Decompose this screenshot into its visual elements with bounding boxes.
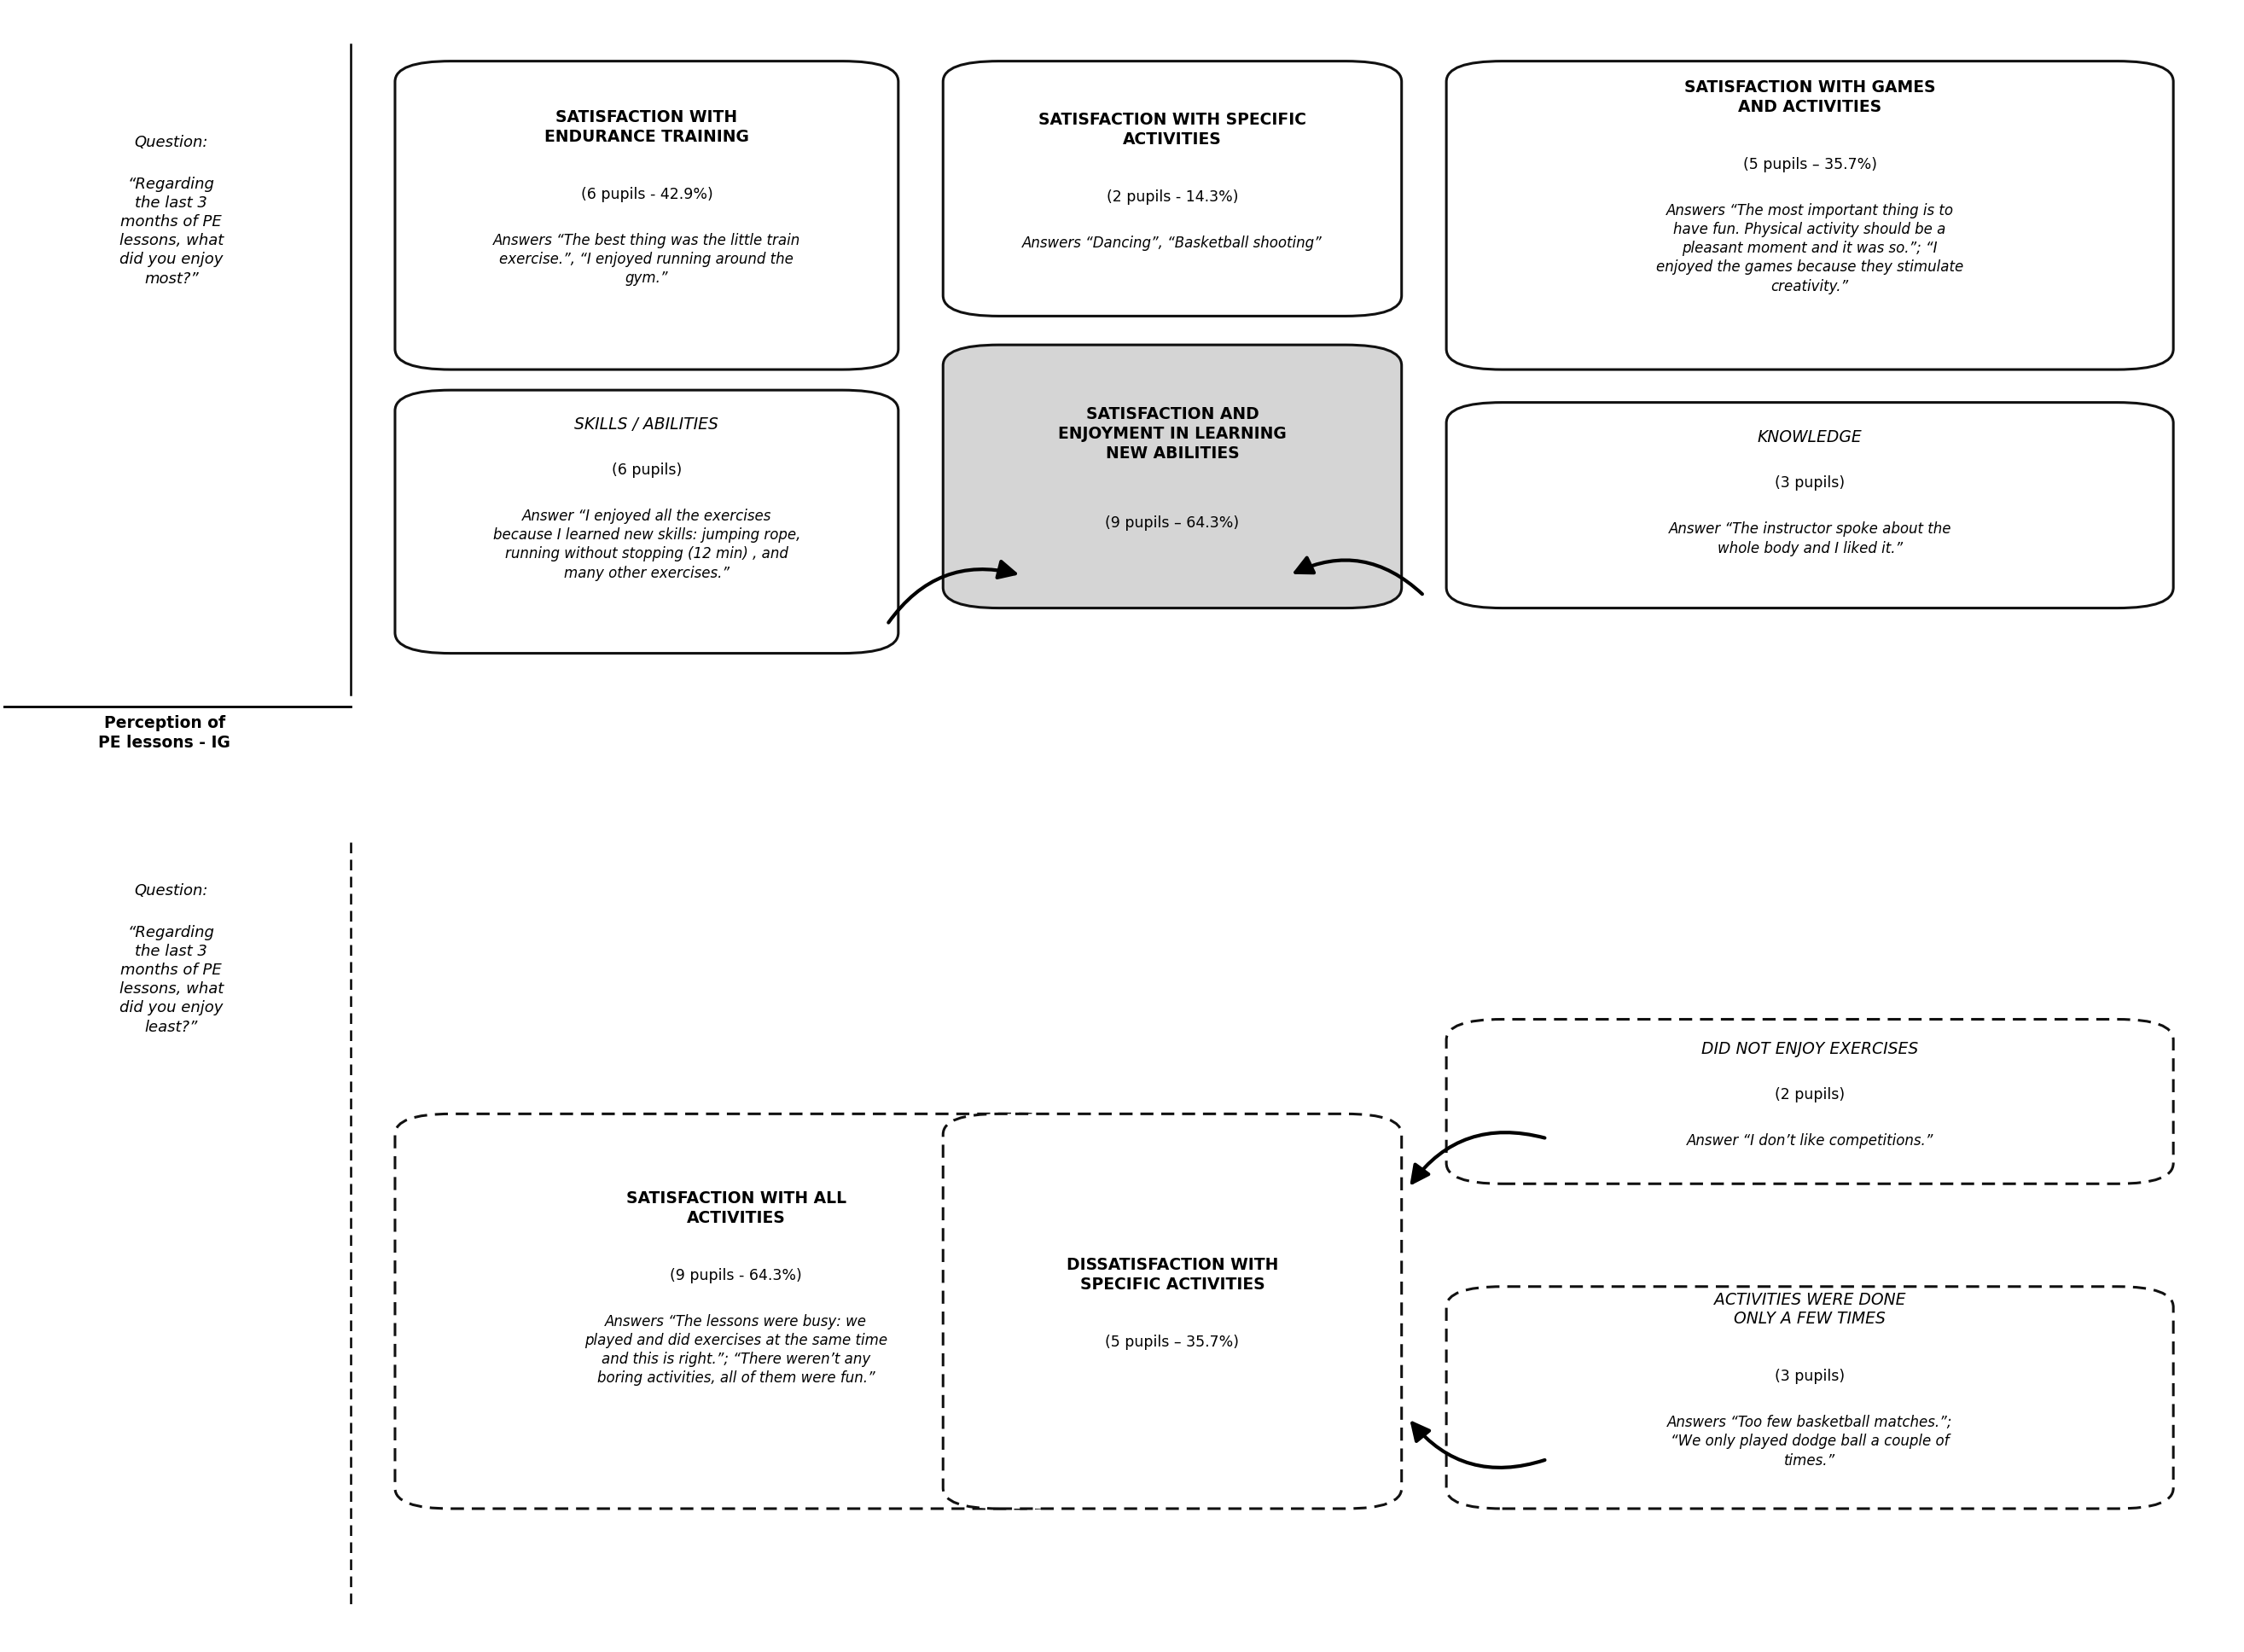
FancyBboxPatch shape [395,1113,1077,1508]
Text: (2 pupils): (2 pupils) [1775,1087,1845,1102]
Text: Answers “The best thing was the little train
exercise.”, “I enjoyed running arou: Answers “The best thing was the little t… [494,233,801,286]
Text: SATISFACTION WITH
ENDURANCE TRAINING: SATISFACTION WITH ENDURANCE TRAINING [545,109,749,145]
FancyBboxPatch shape [942,345,1402,608]
Text: “Regarding
the last 3
months of PE
lessons, what
did you enjoy
most?”: “Regarding the last 3 months of PE lesso… [119,177,224,286]
Text: ACTIVITIES WERE DONE
ONLY A FEW TIMES: ACTIVITIES WERE DONE ONLY A FEW TIMES [1714,1292,1905,1327]
Text: Question:: Question: [135,884,209,917]
Text: (6 pupils - 42.9%): (6 pupils - 42.9%) [581,187,714,202]
Text: Answers “The lessons were busy: we
played and did exercises at the same time
and: Answers “The lessons were busy: we playe… [586,1313,889,1386]
Text: “Regarding
the last 3
months of PE
lessons, what
did you enjoy
least?”: “Regarding the last 3 months of PE lesso… [119,925,224,1034]
Text: SATISFACTION WITH GAMES
AND ACTIVITIES: SATISFACTION WITH GAMES AND ACTIVITIES [1685,79,1937,116]
FancyBboxPatch shape [1447,1019,2174,1184]
Text: SATISFACTION WITH ALL
ACTIVITIES: SATISFACTION WITH ALL ACTIVITIES [626,1191,846,1226]
Text: (6 pupils): (6 pupils) [613,463,682,477]
Text: KNOWLEDGE: KNOWLEDGE [1757,430,1863,446]
Text: SKILLS / ABILITIES: SKILLS / ABILITIES [574,416,718,433]
Text: (9 pupils - 64.3%): (9 pupils - 64.3%) [671,1267,801,1284]
Text: DISSATISFACTION WITH
SPECIFIC ACTIVITIES: DISSATISFACTION WITH SPECIFIC ACTIVITIES [1066,1257,1279,1292]
Text: Perception of
PE lessons - IG: Perception of PE lessons - IG [99,715,231,752]
FancyBboxPatch shape [942,1113,1402,1508]
Text: Answer “I enjoyed all the exercises
because I learned new skills: jumping rope,
: Answer “I enjoyed all the exercises beca… [494,509,801,582]
FancyBboxPatch shape [395,390,898,653]
FancyBboxPatch shape [1447,403,2174,608]
Text: (3 pupils): (3 pupils) [1775,1370,1845,1384]
Text: Answers “Dancing”, “Basketball shooting”: Answers “Dancing”, “Basketball shooting” [1023,236,1322,251]
Text: (3 pupils): (3 pupils) [1775,476,1845,491]
FancyBboxPatch shape [1447,61,2174,370]
Text: (5 pupils – 35.7%): (5 pupils – 35.7%) [1106,1335,1239,1350]
Text: Answers “The most important thing is to
have fun. Physical activity should be a
: Answers “The most important thing is to … [1656,203,1964,294]
Text: Answer “I don’t like competitions.”: Answer “I don’t like competitions.” [1687,1133,1934,1148]
FancyBboxPatch shape [1447,1287,2174,1508]
Text: Answers “Too few basketball matches.”;
“We only played dodge ball a couple of
ti: Answers “Too few basketball matches.”; “… [1667,1414,1952,1469]
Text: SATISFACTION WITH SPECIFIC
ACTIVITIES: SATISFACTION WITH SPECIFIC ACTIVITIES [1039,112,1306,147]
Text: (2 pupils - 14.3%): (2 pupils - 14.3%) [1106,190,1239,205]
Text: DID NOT ENJOY EXERCISES: DID NOT ENJOY EXERCISES [1701,1041,1919,1057]
Text: (5 pupils – 35.7%): (5 pupils – 35.7%) [1744,157,1876,172]
Text: SATISFACTION AND
ENJOYMENT IN LEARNING
NEW ABILITIES: SATISFACTION AND ENJOYMENT IN LEARNING N… [1059,406,1286,461]
Text: (9 pupils – 64.3%): (9 pupils – 64.3%) [1106,515,1239,530]
FancyBboxPatch shape [942,61,1402,316]
FancyBboxPatch shape [395,61,898,370]
Text: Answer “The instructor spoke about the
whole body and I liked it.”: Answer “The instructor spoke about the w… [1670,522,1952,557]
Text: Question:: Question: [135,135,209,169]
